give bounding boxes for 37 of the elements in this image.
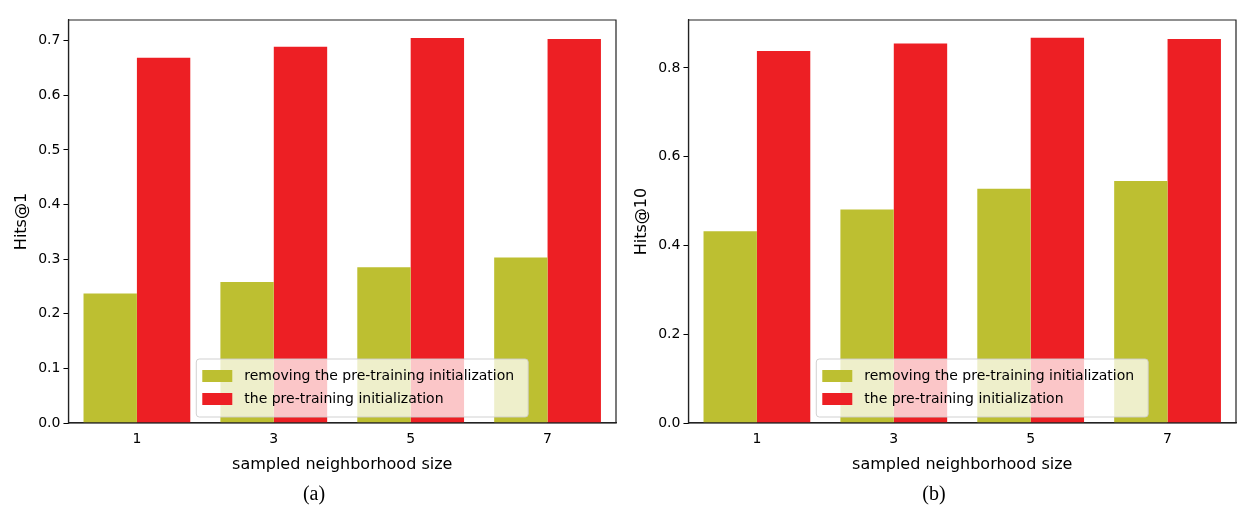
y-tick-label: 0.0	[38, 413, 61, 430]
x-tick-label: 1	[752, 430, 762, 447]
y-tick-label: 0.5	[38, 140, 61, 157]
y-tick-label: 0.4	[658, 236, 681, 253]
x-tick-label: 7	[1163, 430, 1173, 447]
y-axis-title: Hits@10	[630, 187, 650, 256]
bar	[1167, 39, 1221, 423]
bar	[83, 293, 137, 423]
y-axis-title: Hits@1	[10, 192, 30, 251]
bar	[703, 231, 757, 423]
y-tick-label: 0.1	[38, 359, 61, 376]
y-tick-label: 0.4	[38, 195, 61, 212]
x-tick-label: 5	[1026, 430, 1036, 447]
x-axis-title: sampled neighborhood size	[232, 453, 453, 473]
x-axis-title: sampled neighborhood size	[852, 453, 1073, 473]
x-tick-label: 3	[889, 430, 899, 447]
bar	[756, 51, 811, 423]
y-tick-label: 0.7	[38, 31, 61, 48]
legend-label: removing the pre-training initialization	[244, 366, 515, 383]
y-tick-label: 0.6	[658, 147, 681, 164]
bar	[547, 39, 601, 423]
y-tick-label: 0.6	[38, 86, 61, 102]
legend-label: the pre-training initialization	[864, 389, 1064, 406]
y-tick-label: 0.2	[38, 304, 61, 321]
x-tick-label: 5	[406, 430, 416, 447]
y-tick-label: 0.8	[658, 58, 681, 75]
text: (a)	[302, 482, 326, 505]
y-tick-label: 0.3	[38, 249, 61, 266]
text: (b)	[922, 482, 946, 505]
bar	[136, 57, 191, 423]
x-tick-label: 3	[269, 430, 279, 447]
x-tick-label: 7	[543, 430, 553, 447]
legend-label: the pre-training initialization	[244, 389, 444, 406]
y-tick-label: 0.2	[658, 324, 681, 341]
x-tick-label: 1	[132, 430, 142, 447]
legend-label: removing the pre-training initialization	[864, 366, 1135, 383]
y-tick-label: 0.0	[658, 413, 681, 430]
